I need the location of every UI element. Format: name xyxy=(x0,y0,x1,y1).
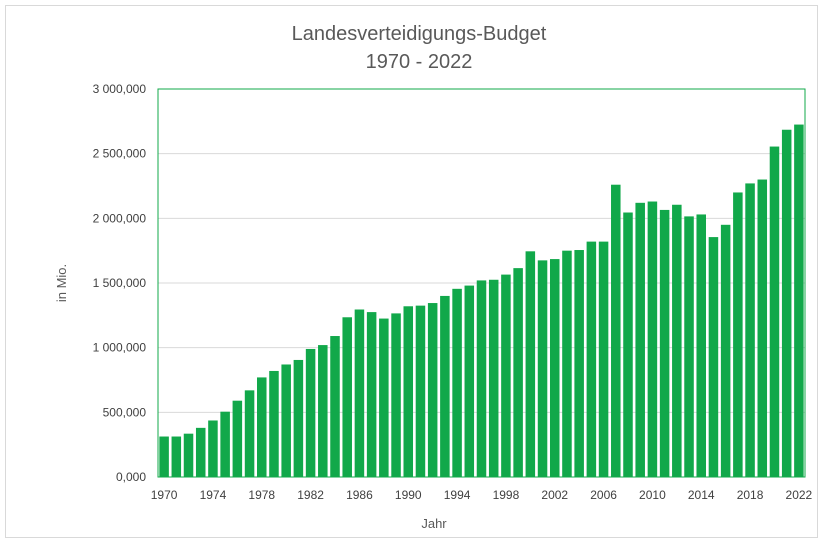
bar-1999 xyxy=(513,268,523,477)
bar-1986 xyxy=(354,309,365,477)
bar-2012 xyxy=(672,204,682,477)
bar-2008 xyxy=(623,212,633,477)
bar-1985 xyxy=(342,317,352,477)
x-tick-label: 2022 xyxy=(786,488,813,502)
y-axis-ticks: 0,000 500,000 1 000,000 1 500,000 2 000,000 2… xyxy=(93,82,147,484)
bar-1974 xyxy=(208,420,218,477)
x-axis-label: Jahr xyxy=(421,516,447,531)
bar-1978 xyxy=(257,377,267,477)
bar-1990 xyxy=(403,306,414,477)
x-tick-label: 1974 xyxy=(200,488,227,502)
bar-1984 xyxy=(330,336,340,477)
bar-2010 xyxy=(647,201,658,477)
bar-1981 xyxy=(293,359,304,477)
bar-2021 xyxy=(781,129,792,478)
bar-2000 xyxy=(525,251,536,477)
bar-1989 xyxy=(391,313,401,477)
bar-2020 xyxy=(769,146,780,477)
bar-1983 xyxy=(318,345,328,477)
y-tick-label: 0,000 xyxy=(116,470,146,484)
plot-area-border xyxy=(157,88,806,478)
bar-2018 xyxy=(745,183,755,477)
x-tick-label: 1982 xyxy=(297,488,324,502)
bar-1998 xyxy=(501,274,511,477)
x-tick-label: 1990 xyxy=(395,488,422,502)
bar-2013 xyxy=(684,216,694,478)
x-tick-label: 1986 xyxy=(346,488,373,502)
chart-title-line1: Landesverteidigungs-Budget xyxy=(292,23,547,45)
bar-1976 xyxy=(232,400,243,477)
y-tick-label: 1 000,000 xyxy=(93,341,147,355)
bar-1987 xyxy=(366,312,377,477)
bar-1991 xyxy=(415,305,426,477)
y-tick-label: 1 500,000 xyxy=(93,276,147,290)
bar-2019 xyxy=(757,179,768,478)
bar-2017 xyxy=(733,192,743,477)
bar-2014 xyxy=(696,214,706,477)
bar-2007 xyxy=(611,184,621,477)
bar-2002 xyxy=(549,259,560,477)
bar-1973 xyxy=(195,427,206,477)
x-tick-label: 1970 xyxy=(151,488,178,502)
x-tick-label: 1994 xyxy=(444,488,471,502)
bar-2001 xyxy=(537,260,548,477)
bar-2011 xyxy=(659,209,670,477)
bar-1994 xyxy=(452,288,462,477)
x-tick-label: 2018 xyxy=(737,488,764,502)
bar-2005 xyxy=(586,241,597,477)
bar-2003 xyxy=(562,250,572,477)
bar-1975 xyxy=(220,411,230,477)
bar-1996 xyxy=(476,280,487,477)
bar-1993 xyxy=(440,295,450,477)
y-tick-label: 2 500,000 xyxy=(93,147,147,161)
bar-2009 xyxy=(635,202,645,477)
y-tick-label: 3 000,000 xyxy=(93,82,147,96)
bar-1977 xyxy=(244,390,255,477)
bar-2004 xyxy=(574,250,584,477)
bar-1970 xyxy=(159,436,169,477)
bar-1980 xyxy=(281,364,291,477)
bar-1997 xyxy=(488,279,499,477)
bar-2015 xyxy=(708,237,719,477)
x-tick-label: 2010 xyxy=(639,488,666,502)
bar-2016 xyxy=(720,224,731,477)
bar-2022 xyxy=(794,124,804,478)
x-tick-label: 2014 xyxy=(688,488,715,502)
bar-1982 xyxy=(305,348,316,477)
bar-2006 xyxy=(598,241,609,477)
x-axis-ticks: 1970 1974 1978 1982 1986 1990 1994 1998 2002 2006… xyxy=(151,488,813,502)
x-tick-label: 2006 xyxy=(590,488,617,502)
bar-1988 xyxy=(379,318,389,477)
bar-1992 xyxy=(427,303,438,477)
y-tick-label: 500,000 xyxy=(103,405,147,419)
x-tick-label: 2002 xyxy=(541,488,568,502)
y-axis-label: in Mio. xyxy=(54,264,69,302)
bar-1995 xyxy=(464,285,475,477)
bars xyxy=(159,124,804,478)
x-tick-label: 1978 xyxy=(248,488,275,502)
bar-1979 xyxy=(269,370,279,477)
bar-1972 xyxy=(183,433,194,477)
x-tick-label: 1998 xyxy=(493,488,520,502)
chart-title-line2: 1970 - 2022 xyxy=(366,51,473,73)
y-tick-label: 2 000,000 xyxy=(93,211,147,225)
bar-1971 xyxy=(171,436,182,477)
